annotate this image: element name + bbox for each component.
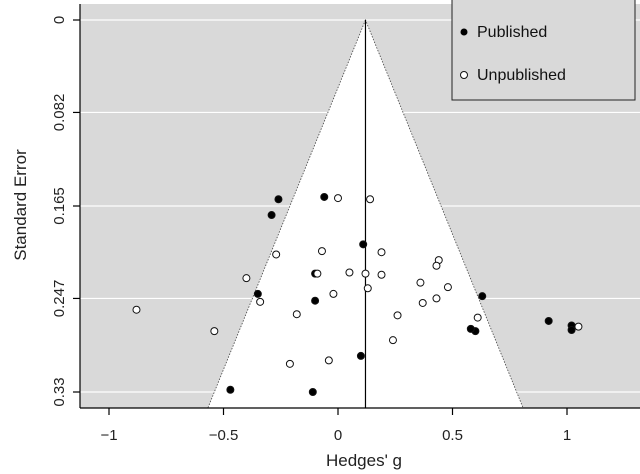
unpublished-point bbox=[334, 194, 342, 203]
published-point bbox=[274, 195, 283, 204]
published-point bbox=[253, 289, 262, 298]
x-tick-label: 1 bbox=[563, 427, 571, 444]
y-tick-label: 0.082 bbox=[51, 94, 68, 132]
unpublished-point bbox=[366, 195, 375, 204]
x-tick-label: −1 bbox=[100, 427, 117, 444]
published-point bbox=[466, 324, 475, 333]
y-axis-title: Standard Error bbox=[11, 149, 30, 261]
published-point bbox=[267, 211, 276, 220]
x-tick-label: −0.5 bbox=[209, 427, 239, 444]
unpublished-point bbox=[285, 359, 294, 368]
unpublished-point bbox=[256, 297, 265, 306]
unpublished-point bbox=[329, 289, 338, 298]
x-tick-label: 0 bbox=[334, 427, 342, 444]
published-point bbox=[567, 326, 576, 334]
legend-box bbox=[451, 0, 636, 101]
unpublished-point bbox=[416, 278, 425, 287]
legend-marker-published bbox=[460, 28, 468, 36]
unpublished-point bbox=[363, 284, 372, 293]
unpublished-point bbox=[345, 268, 354, 277]
unpublished-point bbox=[377, 248, 386, 257]
unpublished-point bbox=[574, 322, 583, 331]
unpublished-point bbox=[377, 270, 386, 279]
unpublished-point bbox=[313, 269, 322, 278]
x-ticks: −1 −0.5 0 0.5 1 bbox=[100, 408, 571, 444]
published-point bbox=[478, 292, 487, 301]
unpublished-point bbox=[272, 250, 281, 259]
legend: Published Unpublished bbox=[451, 0, 636, 101]
unpublished-point bbox=[388, 336, 397, 345]
legend-label-unpublished: Unpublished bbox=[477, 67, 566, 84]
published-point bbox=[320, 192, 329, 201]
unpublished-point bbox=[473, 313, 482, 322]
unpublished-point bbox=[242, 274, 251, 283]
unpublished-point bbox=[317, 247, 326, 256]
published-point bbox=[359, 240, 368, 249]
y-tick-label: 0 bbox=[51, 16, 68, 24]
unpublished-point bbox=[132, 305, 141, 314]
unpublished-point bbox=[418, 298, 427, 307]
x-tick-label: 0.5 bbox=[442, 427, 463, 444]
y-tick-label: 0.33 bbox=[51, 377, 68, 406]
legend-marker-unpublished bbox=[460, 71, 468, 79]
unpublished-point bbox=[432, 294, 441, 303]
unpublished-point bbox=[432, 261, 441, 270]
legend-label-published: Published bbox=[477, 24, 547, 41]
y-tick-label: 0.247 bbox=[51, 280, 68, 318]
published-point bbox=[226, 385, 235, 394]
unpublished-point bbox=[443, 283, 452, 292]
unpublished-point bbox=[361, 269, 370, 278]
unpublished-point bbox=[210, 327, 219, 336]
unpublished-point bbox=[393, 311, 402, 320]
published-point bbox=[544, 316, 553, 325]
published-point bbox=[356, 351, 365, 360]
unpublished-point bbox=[324, 356, 333, 365]
published-point bbox=[308, 388, 317, 396]
published-point bbox=[311, 296, 320, 305]
y-ticks: 0 0.082 0.165 0.247 0.33 bbox=[51, 16, 80, 407]
data-points bbox=[132, 192, 583, 396]
y-tick-label: 0.165 bbox=[51, 187, 68, 225]
x-axis-title: Hedges' g bbox=[326, 451, 402, 470]
unpublished-point bbox=[292, 310, 301, 319]
